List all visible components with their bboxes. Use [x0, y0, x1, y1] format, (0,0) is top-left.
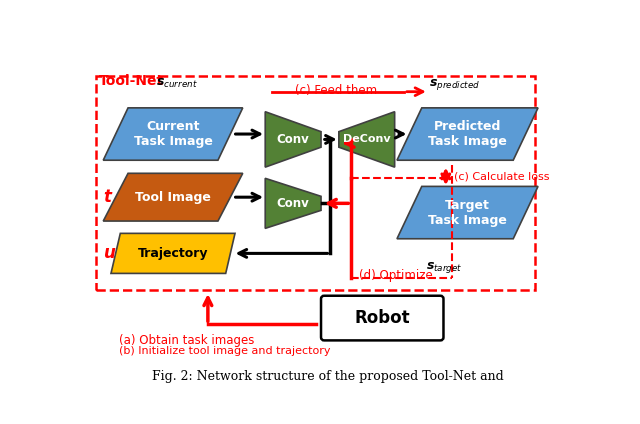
Polygon shape: [111, 233, 235, 273]
Text: (c) Feed them: (c) Feed them: [294, 84, 377, 97]
Polygon shape: [397, 187, 538, 239]
Text: (d) Optimize: (d) Optimize: [359, 269, 433, 282]
Text: $\boldsymbol{s}_{current}$: $\boldsymbol{s}_{current}$: [156, 77, 198, 90]
Text: Tool Image: Tool Image: [135, 191, 211, 204]
Polygon shape: [397, 108, 538, 160]
Text: Current
Task Image: Current Task Image: [134, 120, 212, 148]
Text: (b) Initialize tool image and trajectory: (b) Initialize tool image and trajectory: [119, 346, 330, 356]
Text: $\boldsymbol{s}_{target}$: $\boldsymbol{s}_{target}$: [426, 260, 463, 275]
Text: Predicted
Task Image: Predicted Task Image: [428, 120, 507, 148]
Polygon shape: [103, 173, 243, 221]
Text: (a) Obtain task images: (a) Obtain task images: [119, 334, 254, 347]
FancyBboxPatch shape: [321, 296, 444, 340]
Text: $\boldsymbol{s}_{predicted}$: $\boldsymbol{s}_{predicted}$: [429, 78, 480, 92]
Polygon shape: [265, 112, 321, 167]
Polygon shape: [265, 179, 321, 229]
Text: DeConv: DeConv: [343, 134, 390, 145]
Text: Tool-Net: Tool-Net: [99, 74, 164, 88]
Text: Conv: Conv: [276, 133, 310, 146]
Text: Target
Task Image: Target Task Image: [428, 198, 507, 226]
Polygon shape: [103, 108, 243, 160]
Text: Fig. 2: Network structure of the proposed Tool-Net and: Fig. 2: Network structure of the propose…: [152, 371, 504, 383]
Text: (c) Calculate loss: (c) Calculate loss: [454, 171, 549, 181]
Text: $\boldsymbol{t}$: $\boldsymbol{t}$: [103, 188, 114, 206]
Text: Robot: Robot: [355, 309, 410, 327]
Text: Trajectory: Trajectory: [138, 247, 208, 260]
Text: $\boldsymbol{u}$: $\boldsymbol{u}$: [103, 244, 116, 262]
Polygon shape: [339, 112, 395, 167]
Text: Conv: Conv: [276, 197, 310, 210]
Bar: [95, 76, 535, 290]
